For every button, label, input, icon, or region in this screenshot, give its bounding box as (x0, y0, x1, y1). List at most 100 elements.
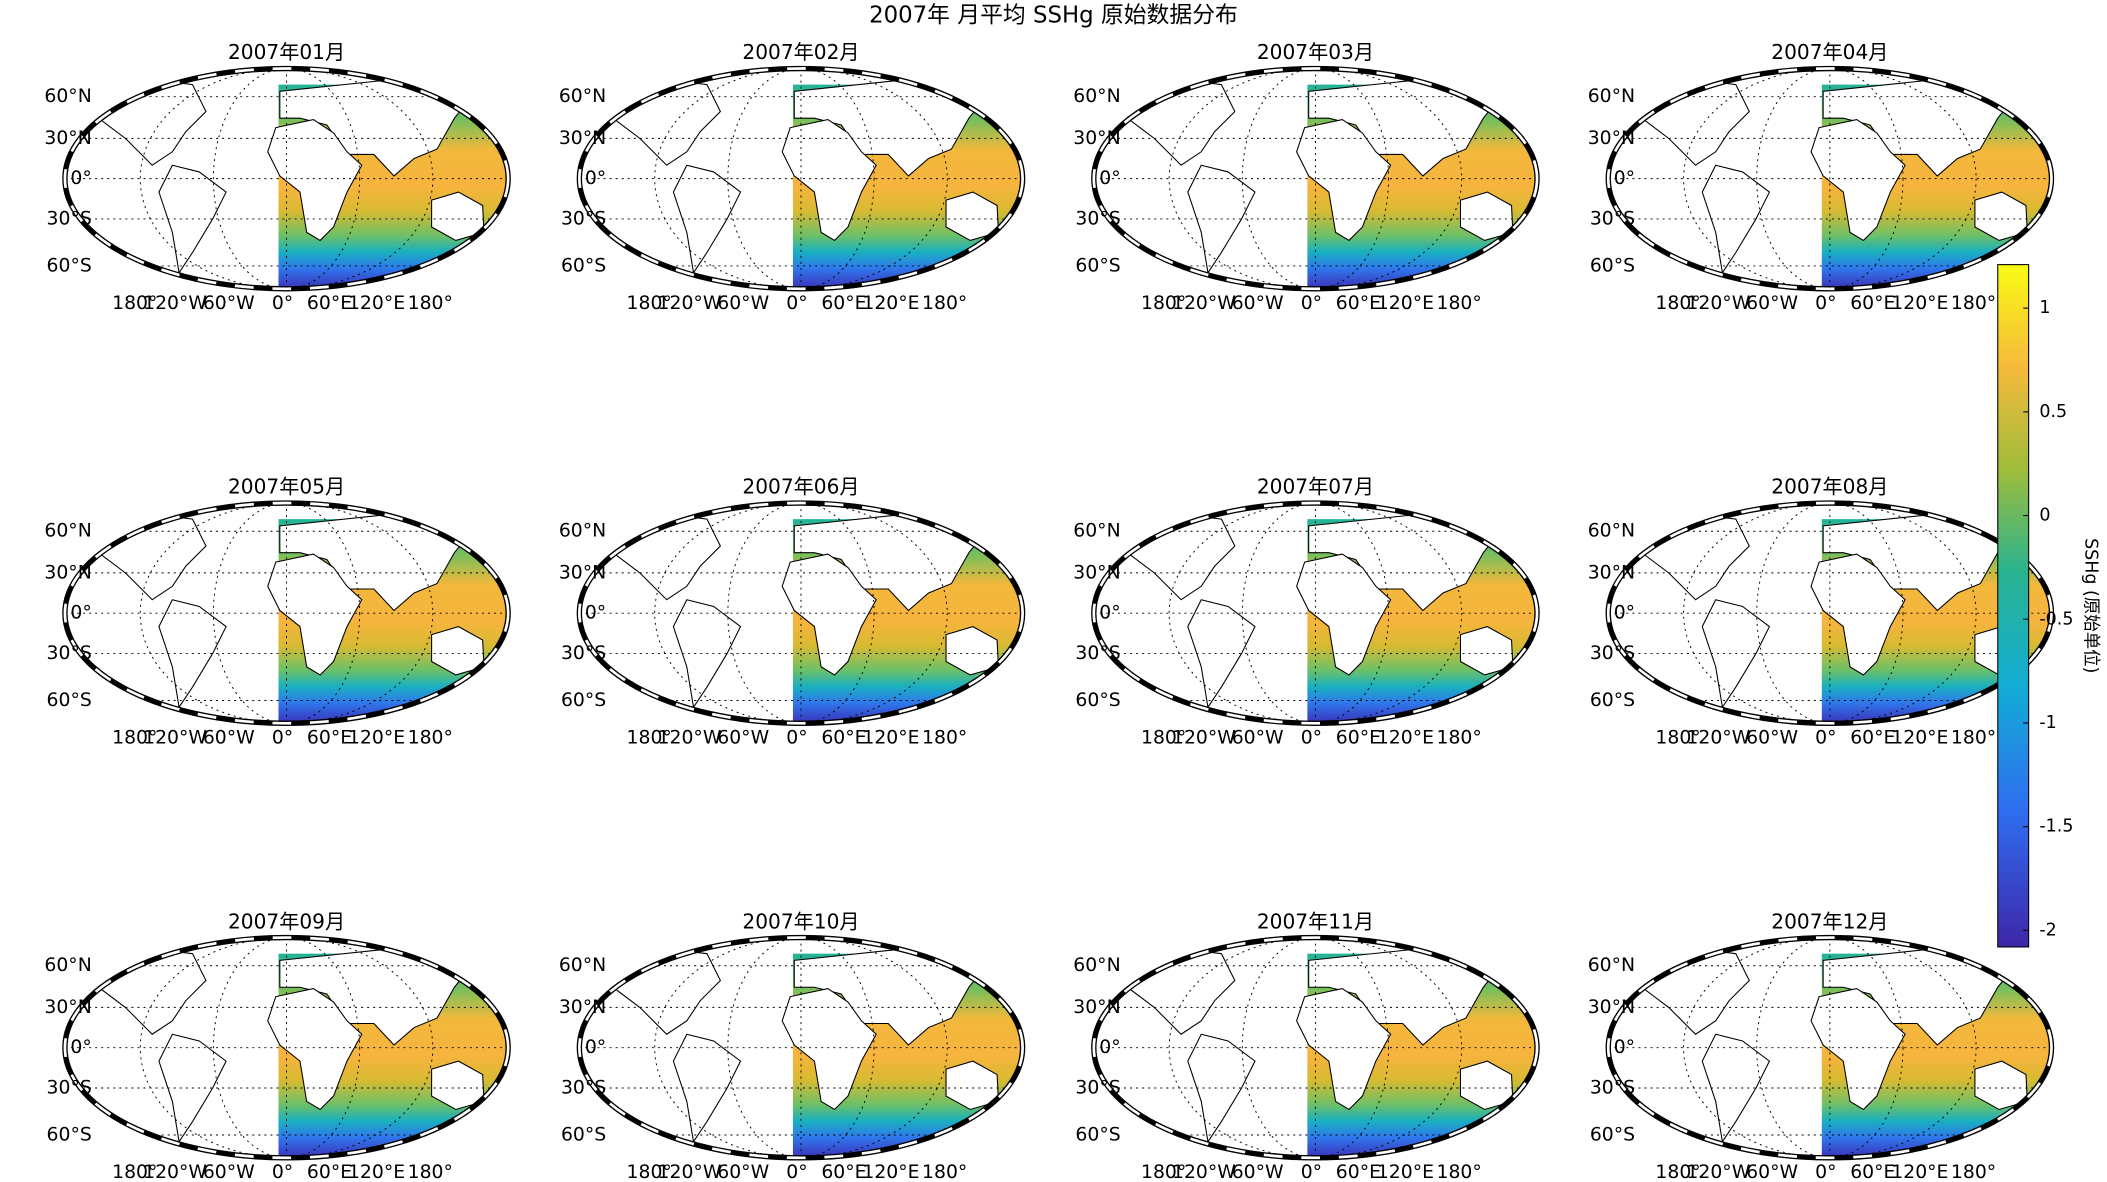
lat-label: 30°S (1590, 1077, 1635, 1098)
panel-title: 2007年09月 (228, 909, 345, 933)
lon-label: 60°E (821, 728, 866, 749)
lon-label: 180° (1437, 293, 1482, 314)
lon-label: 60°W (1232, 728, 1284, 749)
lon-label: 0° (1301, 728, 1322, 749)
colorbar (1997, 264, 2030, 948)
land (1810, 988, 1906, 1111)
lon-label: 120°E (1377, 728, 1434, 749)
lat-label: 60°S (1075, 1124, 1120, 1145)
lon-label: 120°W (1172, 1162, 1236, 1182)
lon-label: 180° (1141, 293, 1186, 314)
lat-label: 60°N (559, 521, 606, 542)
lon-label: 60°E (1336, 293, 1381, 314)
lon-label: 120°W (143, 1162, 207, 1182)
lon-label: 180° (922, 293, 967, 314)
lon-label: 0° (272, 728, 293, 749)
panel-title: 2007年04月 (1771, 40, 1888, 64)
land (1810, 118, 1906, 242)
lon-label: 120°E (348, 1162, 405, 1182)
lon-label: 60°E (1850, 293, 1895, 314)
lon-label: 0° (1815, 728, 1836, 749)
lon-label: 120°W (658, 1162, 722, 1182)
panel-title: 2007年07月 (1257, 475, 1374, 499)
lat-label: 30°N (1588, 997, 1635, 1018)
colorbar-tick-label: 0 (2039, 506, 2050, 526)
lat-label: 30°N (1588, 562, 1635, 583)
colorbar-tick-label: -1.5 (2039, 817, 2073, 837)
land (267, 553, 363, 676)
panel-title: 2007年01月 (228, 40, 345, 64)
lat-label: 0° (585, 1037, 606, 1058)
frame-dash (578, 501, 1024, 725)
lat-label: 60°S (1075, 690, 1120, 711)
lon-label: 120°W (1686, 728, 1750, 749)
frame-dash (578, 67, 1024, 291)
lon-label: 0° (272, 293, 293, 314)
lat-label: 30°N (1588, 128, 1635, 149)
colorbar-tick-label: 1 (2039, 298, 2050, 318)
lat-label: 60°S (561, 1124, 606, 1145)
lat-label: 30°N (559, 128, 606, 149)
panel-title: 2007年10月 (742, 909, 859, 933)
lon-label: 60°W (717, 293, 769, 314)
land (1296, 553, 1392, 676)
lon-label: 180° (1951, 728, 1996, 749)
lat-label: 60°S (1590, 255, 1635, 276)
lat-label: 30°N (44, 997, 91, 1018)
lon-label: 0° (786, 1162, 807, 1182)
lat-label: 30°N (559, 997, 606, 1018)
meridian (1168, 68, 1463, 290)
lon-label: 180° (1141, 728, 1186, 749)
meridian (139, 68, 434, 290)
lat-label: 60°S (1590, 690, 1635, 711)
lon-label: 60°W (717, 728, 769, 749)
lat-label: 0° (70, 168, 91, 189)
lon-label: 180° (922, 728, 967, 749)
colorbar-tick-label: -2 (2039, 920, 2056, 940)
lat-label: 0° (70, 603, 91, 624)
meridian (1683, 68, 1977, 290)
lon-label: 120°W (658, 293, 722, 314)
lon-label: 180° (112, 293, 157, 314)
lon-label: 60°W (1232, 1162, 1284, 1182)
lon-label: 180° (627, 293, 672, 314)
lat-label: 60°N (1588, 955, 1635, 976)
lat-label: 60°N (559, 86, 606, 107)
lon-label: 120°W (143, 728, 207, 749)
lon-label: 180° (627, 728, 672, 749)
land (1296, 988, 1392, 1111)
lat-label: 60°N (1588, 86, 1635, 107)
colorbar-tick-label: -1 (2039, 713, 2056, 733)
frame-dash (1606, 936, 2053, 1160)
frame-dash (1092, 67, 1539, 291)
lon-label: 180° (112, 1162, 157, 1182)
lat-label: 30°S (47, 1077, 92, 1098)
lat-label: 60°S (561, 690, 606, 711)
lon-label: 60°E (1336, 1162, 1381, 1182)
lon-label: 60°W (1746, 1162, 1798, 1182)
lon-label: 0° (1301, 1162, 1322, 1182)
lon-label: 120°W (1686, 1162, 1750, 1182)
lon-label: 120°W (143, 293, 207, 314)
lat-label: 60°N (1073, 955, 1120, 976)
lon-label: 60°E (821, 1162, 866, 1182)
lat-label: 60°N (44, 521, 91, 542)
lon-label: 120°E (862, 293, 919, 314)
lat-label: 60°S (47, 1124, 92, 1145)
lat-label: 30°S (1590, 208, 1635, 229)
lon-label: 60°E (1850, 728, 1895, 749)
lon-label: 120°W (1172, 293, 1236, 314)
lat-label: 0° (1099, 1037, 1120, 1058)
lat-label: 60°S (1590, 1124, 1635, 1145)
lat-label: 30°N (559, 562, 606, 583)
lon-label: 120°E (862, 1162, 919, 1182)
lon-label: 0° (786, 293, 807, 314)
